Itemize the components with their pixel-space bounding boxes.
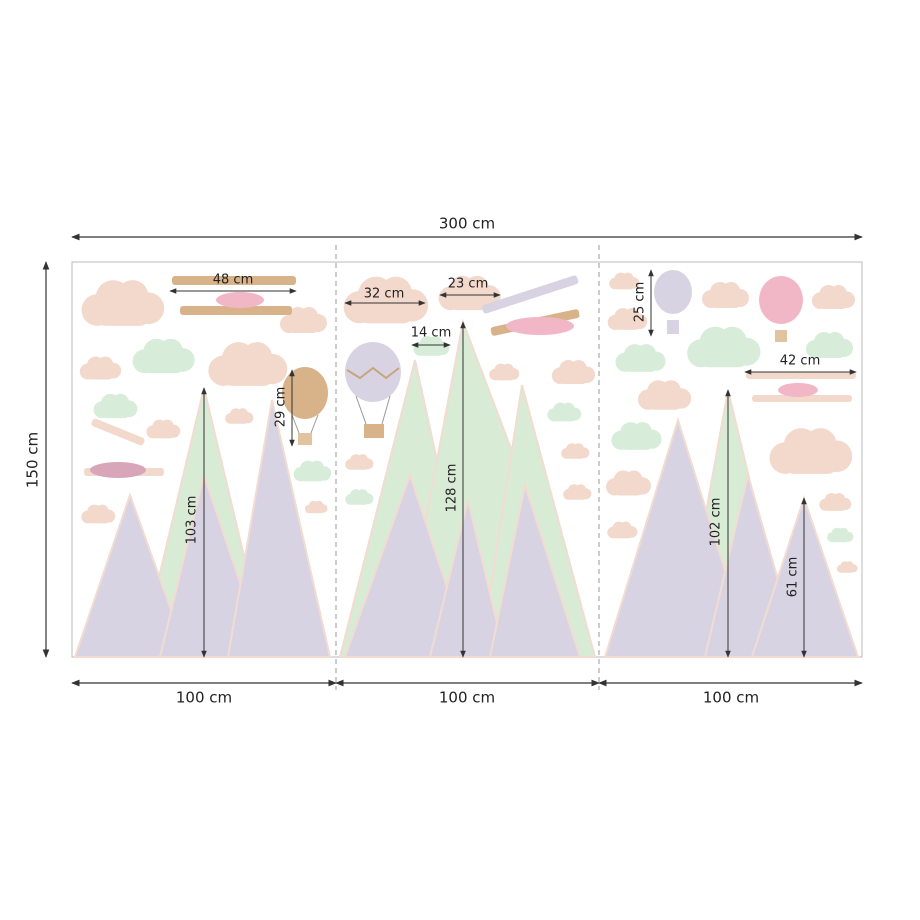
panel-width: 100 cm [439, 689, 495, 707]
measure-label: 14 cm [411, 326, 452, 341]
measure-label: 128 cm [445, 464, 460, 513]
total-height: 150 cm [24, 432, 42, 488]
measure-label: 48 cm [213, 273, 254, 288]
measure-label: 25 cm [633, 282, 648, 323]
measure-label: 102 cm [709, 498, 724, 547]
measure-label: 32 cm [364, 287, 405, 302]
measurements: 48 cm 32 cm 23 cm 14 cm 25 cm 42 cm 29 c… [169, 269, 857, 658]
measure-label: 42 cm [780, 354, 821, 369]
measure-label: 103 cm [185, 496, 200, 545]
panel-width: 100 cm [703, 689, 759, 707]
measure-label: 23 cm [448, 277, 489, 292]
measure-label: 61 cm [786, 557, 801, 598]
panel-width: 100 cm [176, 689, 232, 707]
total-width: 300 cm [439, 215, 495, 233]
measure-label: 29 cm [274, 387, 289, 428]
mountains [73, 318, 860, 658]
